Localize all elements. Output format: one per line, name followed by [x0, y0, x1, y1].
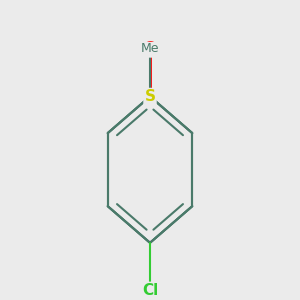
Text: O: O [143, 41, 157, 56]
Text: Me: Me [141, 42, 159, 56]
Text: S: S [145, 89, 155, 104]
Text: Cl: Cl [142, 283, 158, 298]
